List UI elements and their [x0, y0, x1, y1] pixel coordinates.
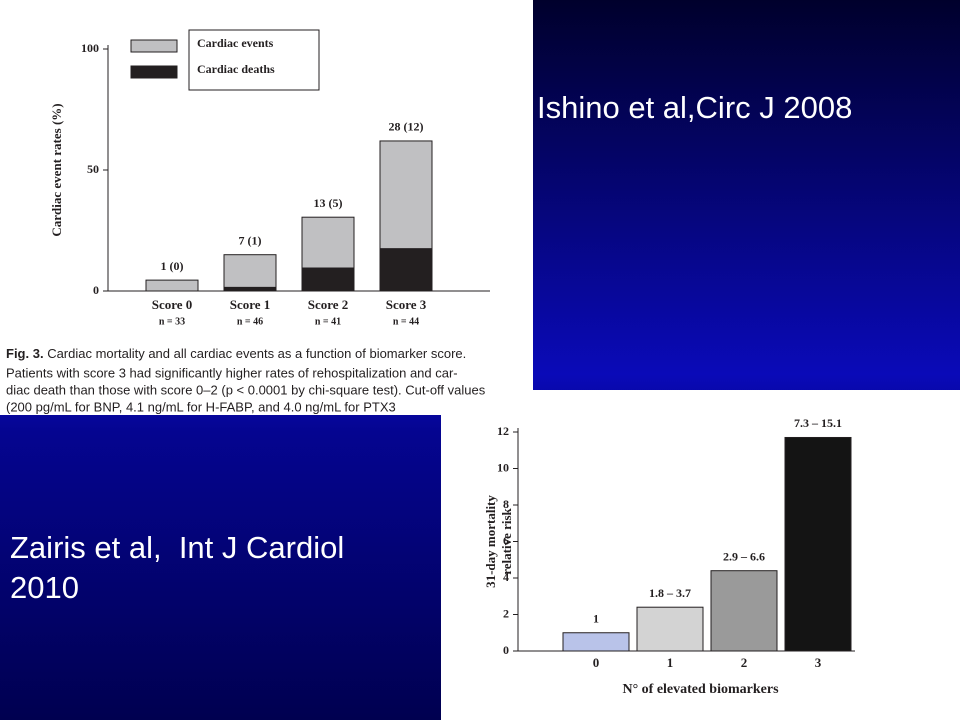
figure-panel — [441, 390, 960, 720]
legend-label: Cardiac deaths — [197, 62, 275, 76]
bar-label: 1 — [593, 612, 599, 626]
y-tick-label: 10 — [497, 460, 509, 474]
legend-box — [188, 29, 320, 91]
category-count: n = 41 — [315, 316, 341, 327]
caption: Fig. 3. Cardiac mortality and all cardia… — [6, 346, 486, 414]
y-tick-label: 2 — [503, 606, 509, 620]
y-tick-label: 4 — [503, 570, 509, 584]
chart: 0 50 100 Cardiac event rates (%) Score 0 n = … — [49, 29, 490, 327]
caption-line: Patients with score 3 had significantly … — [6, 365, 458, 380]
category-count: n = 44 — [393, 316, 419, 327]
y-tick-label: 12 — [497, 424, 509, 438]
bar-label: 7.3 – 15.1 — [794, 416, 842, 430]
citation: 2010 — [10, 570, 79, 605]
category-count: n = 33 — [159, 316, 185, 327]
bar — [636, 606, 704, 652]
x-tick-label: Score 1 — [230, 297, 271, 312]
caption-line: Fig. 3. Cardiac mortality and all cardia… — [6, 346, 466, 361]
bar-label: 1.8 – 3.7 — [649, 586, 691, 600]
citation: Zairis et al, Int J Cardiol — [10, 530, 344, 565]
y-axis-label: relative risk — [499, 507, 514, 574]
y-tick-label: 50 — [87, 162, 99, 176]
x-tick-label: Score 3 — [386, 297, 427, 312]
y-tick-label: 100 — [81, 41, 99, 55]
bar — [562, 632, 630, 652]
x-axis-label: N° of elevated biomarkers — [622, 682, 779, 697]
bar-label: 13 (5) — [314, 196, 343, 210]
category-count: n = 46 — [237, 316, 263, 327]
y-tick-label: 0 — [503, 643, 509, 657]
bar — [301, 267, 355, 292]
legend-label: Cardiac events — [197, 36, 274, 50]
citation: Ishino et al,Circ J 2008 — [537, 90, 852, 125]
x-tick-label: Score 2 — [308, 297, 349, 312]
x-tick-label: 2 — [741, 655, 748, 670]
bar — [710, 570, 778, 652]
caption-text: Cardiac mortality and all cardiac events… — [47, 346, 466, 361]
legend-swatch — [130, 65, 178, 79]
y-tick-label: 8 — [503, 497, 509, 511]
bar — [223, 286, 277, 292]
y-tick-label: 0 — [93, 283, 99, 297]
x-tick-label: 1 — [667, 655, 674, 670]
caption-line: diac death than those with score 0–2 (p … — [6, 382, 486, 397]
bar — [784, 436, 852, 652]
x-tick-label: Score 0 — [152, 297, 193, 312]
bar — [145, 279, 199, 292]
y-tick-label: 6 — [503, 533, 509, 547]
y-axis-label: Cardiac event rates (%) — [49, 103, 64, 236]
bar — [379, 248, 433, 292]
x-tick-label: 3 — [815, 655, 822, 670]
x-tick-label: 0 — [593, 655, 600, 670]
bar-label: 1 (0) — [161, 259, 184, 273]
figure-panel — [0, 0, 533, 415]
bar-label: 2.9 – 6.6 — [723, 549, 765, 563]
legend-swatch — [130, 39, 178, 53]
bar-label: 7 (1) — [239, 233, 262, 247]
bar-label: 28 (12) — [389, 120, 424, 134]
bar — [223, 254, 277, 292]
caption-label: Fig. 3. — [6, 346, 44, 361]
caption-line: (200 pg/mL for BNP, 4.1 ng/mL for H-FABP… — [6, 399, 396, 414]
y-axis-label: 31-day mortality — [483, 495, 498, 588]
